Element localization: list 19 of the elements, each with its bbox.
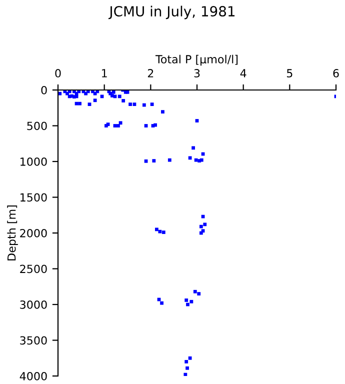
y-tick-label: 4000 [20,372,47,380]
y-tick-label: 2000 [20,228,47,238]
x-axis-title: Total P [µmol/l] [155,54,238,66]
y-tick-label: 2500 [20,264,47,274]
y-tick-label: 1500 [20,193,47,202]
x-tick-label: 5 [286,69,292,78]
y-tick-label: 0 [41,86,47,94]
x-tick-label: 2 [148,69,154,78]
x-tick-label: 6 [333,69,339,78]
chart-title: JCMU in July, 1981 [108,6,235,20]
x-tick-label: 0 [55,69,61,78]
y-tick-label: 500 [27,122,47,130]
y-tick-label: 3000 [20,300,47,309]
y-axis-title: Depth [m] [7,206,18,260]
x-tick-label: 4 [240,69,246,78]
y-tick-label: 3500 [20,336,47,345]
x-tick-label: 1 [102,69,107,78]
x-tick-label: 3 [194,69,200,78]
y-tick-label: 1000 [20,157,47,166]
